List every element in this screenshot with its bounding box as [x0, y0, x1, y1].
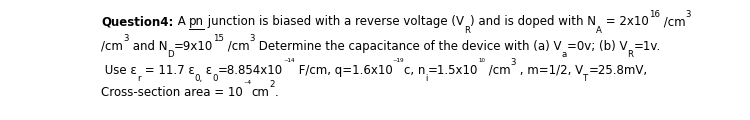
Text: Cross-section area = 10: Cross-section area = 10 [101, 86, 243, 99]
Text: 2: 2 [269, 80, 274, 89]
Text: = 11.7 ε: = 11.7 ε [140, 63, 194, 77]
Text: 0,: 0, [194, 74, 202, 83]
Text: T: T [584, 74, 589, 83]
Text: junction is biased with a reverse voltage (V: junction is biased with a reverse voltag… [204, 15, 464, 28]
Text: =1v.: =1v. [634, 39, 661, 53]
Text: r: r [137, 74, 140, 83]
Text: .: . [274, 86, 278, 99]
Text: 3: 3 [686, 10, 691, 19]
Text: ⁻¹⁹: ⁻¹⁹ [392, 58, 404, 67]
Text: 3: 3 [511, 58, 516, 67]
Text: cm: cm [251, 86, 269, 99]
Text: 15: 15 [213, 34, 224, 43]
Text: ¹⁰: ¹⁰ [478, 58, 485, 67]
Text: ⁻¹⁴: ⁻¹⁴ [284, 58, 295, 67]
Text: 3: 3 [123, 34, 129, 43]
Text: D: D [167, 50, 174, 59]
Text: ε: ε [202, 63, 212, 77]
Text: ) and is doped with N: ) and is doped with N [470, 15, 596, 28]
Text: ⁻⁴: ⁻⁴ [243, 80, 251, 89]
Text: F/cm, q=1.6x10: F/cm, q=1.6x10 [295, 63, 392, 77]
Text: , m=1/2, V: , m=1/2, V [516, 63, 584, 77]
Text: a: a [562, 50, 567, 59]
Text: =0v; (b) V: =0v; (b) V [567, 39, 628, 53]
Text: =8.854x10: =8.854x10 [218, 63, 284, 77]
Text: and N: and N [129, 39, 167, 53]
Text: /cm: /cm [485, 63, 511, 77]
Text: =25.8mV,: =25.8mV, [589, 63, 648, 77]
Text: c, n: c, n [404, 63, 425, 77]
Text: Use ε: Use ε [101, 63, 137, 77]
Text: i: i [425, 74, 427, 83]
Text: A: A [596, 26, 602, 35]
Text: pn: pn [189, 15, 204, 28]
Text: /cm: /cm [101, 39, 123, 53]
Text: A: A [174, 15, 189, 28]
Text: 0: 0 [212, 74, 218, 83]
Text: 3: 3 [250, 34, 255, 43]
Text: Determine the capacitance of the device with (a) V: Determine the capacitance of the device … [255, 39, 562, 53]
Text: =9x10: =9x10 [174, 39, 213, 53]
Text: /cm: /cm [660, 15, 686, 28]
Text: R: R [464, 26, 470, 35]
Text: =1.5x10: =1.5x10 [427, 63, 478, 77]
Text: 16: 16 [649, 10, 660, 19]
Text: Question4:: Question4: [101, 15, 174, 28]
Text: /cm: /cm [224, 39, 250, 53]
Text: R: R [628, 50, 634, 59]
Text: = 2x10: = 2x10 [602, 15, 649, 28]
